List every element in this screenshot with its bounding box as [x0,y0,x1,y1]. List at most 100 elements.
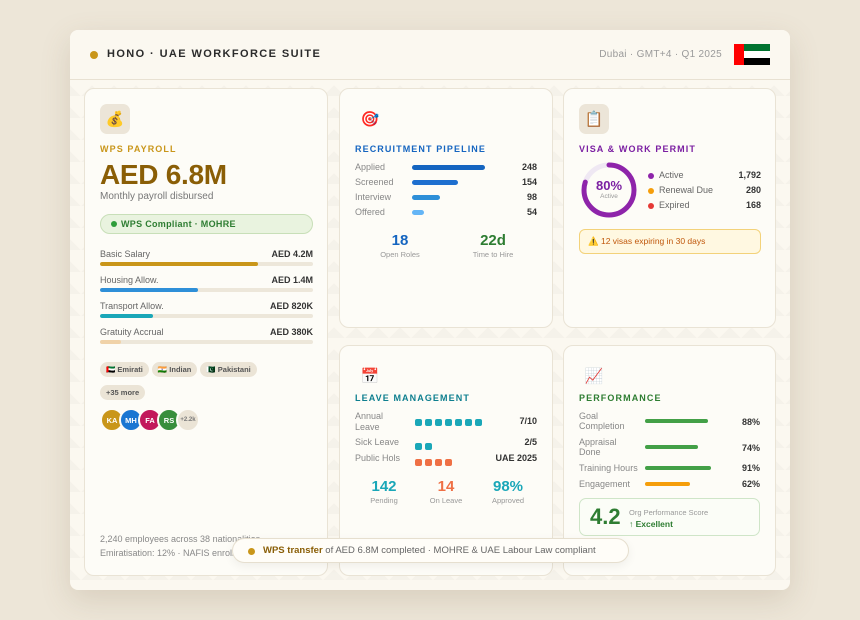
legend-label: Expired [659,200,690,210]
target-icon: 🎯 [360,111,380,128]
score-grade: ↑ Excellent [629,519,673,529]
open-roles-value: 18 [391,232,409,249]
leave-balance-value: 7/10 [519,416,537,426]
brand-dot [90,51,98,59]
leave-dots [415,437,435,455]
performance-card[interactable]: 📈 PERFORMANCE Goal Completion 88% Apprai… [563,345,776,576]
visa-expiry-alert[interactable]: ⚠️ 12 visas expiring in 30 days [579,229,761,254]
performance-metric-bar [645,482,690,486]
recruitment-pipeline-card[interactable]: 🎯 RECRUITMENT PIPELINE Applied 248 Scree… [339,88,553,328]
payroll-row-label: Transport Allow. [100,301,164,311]
pipeline-stage-value: 54 [526,207,537,217]
pending-leave-label: Pending [370,496,398,505]
pipeline-stage-value: 98 [526,192,537,202]
pipeline-stage-row: Applied 248 [355,162,537,174]
payroll-row-bar [100,314,154,318]
on-leave-stat: 14 On Leave [402,478,490,505]
pipeline-stage-bar [412,165,485,170]
leave-balance-value: UAE 2025 [495,453,537,463]
score-value: 4.2 [590,504,621,529]
performance-metric-value: 62% [741,479,760,489]
leave-day-dot [425,459,432,466]
approved-leave-value: 98% [492,478,524,495]
dashboard-frame: HONO · UAE WORKFORCE SUITE Dubai · GMT+4… [70,30,790,590]
wps-payroll-card[interactable]: 💰 WPS PAYROLL AED 6.8M Monthly payroll d… [84,88,328,576]
clipboard-icon: 📋 [579,104,609,134]
more-nationalities-chip[interactable]: +35 more [100,385,146,400]
leave-day-dot [475,419,482,426]
employee-count-text: 2,240 employees across 38 nationalities [100,534,261,544]
nationality-chip[interactable]: 🇮🇳 Indian [151,362,198,377]
performance-metric-value: 91% [741,463,760,473]
pipeline-stage-label: Applied [355,162,386,172]
visa-active-percent: 80% [595,178,623,193]
pipeline-stage-label: Screened [355,177,394,187]
pipeline-stage-value: 248 [521,162,537,172]
score-caption: Org Performance Score [629,508,709,517]
performance-metric-value: 74% [741,443,760,453]
nationality-chips: 🇦🇪 Emirati 🇮🇳 Indian 🇵🇰 Pakistani +35 more [100,359,320,405]
avatar-overflow[interactable]: +2.2k [176,408,200,432]
approved-leave-stat: 98% Approved [464,478,552,505]
payroll-title: WPS PAYROLL [100,144,177,154]
time-to-hire-value: 22d [480,232,506,249]
toast-text: of AED 6.8M completed · MOHRE & UAE Labo… [322,545,596,556]
pipeline-stage-label: Interview [355,192,392,202]
leave-day-dot [415,419,422,426]
visa-title: VISA & WORK PERMIT [579,144,696,154]
leave-day-dot [455,419,462,426]
on-leave-value: 14 [437,478,455,495]
pipeline-stage-row: Offered 54 [355,207,537,219]
payroll-row-value: AED 1.4M [271,275,313,285]
pipeline-stage-bar [412,180,459,185]
emiratisation-text: Emiratisation: 12% · NAFIS enrolled [100,548,245,558]
time-to-hire-label: Time to Hire [472,250,514,259]
recruitment-title: RECRUITMENT PIPELINE [355,144,487,154]
calendar-icon: 📅 [360,368,380,385]
leave-day-dot [435,459,442,466]
performance-metric-bar [645,445,699,449]
leave-dots [415,453,455,471]
legend-value: 1,792 [738,170,761,180]
pipeline-stage-row: Screened 154 [355,177,537,189]
visa-active-arc [581,162,637,218]
leave-day-dot [435,419,442,426]
pipeline-stage-value: 154 [521,177,537,187]
money-bag-icon: 💰 [100,104,130,134]
leave-management-card[interactable]: 📅 LEAVE MANAGEMENT Annual Leave 7/10 Sic… [339,345,553,576]
leave-day-dot [415,443,422,450]
leave-day-dot [425,419,432,426]
visa-permit-card[interactable]: 📋 VISA & WORK PERMIT 80% Active Active 1… [563,88,776,328]
pipeline-stage-label: Offered [355,207,385,217]
payroll-row-label: Housing Allow. [100,275,159,285]
location-meta: Dubai · GMT+4 · Q1 2025 [599,49,722,60]
nationality-chip[interactable]: 🇵🇰 Pakistani [200,362,257,377]
leave-type-label: Sick Leave [355,437,400,447]
open-roles-stat: 18 Open Roles [355,232,445,259]
app-header: HONO · UAE WORKFORCE SUITE Dubai · GMT+4… [70,30,790,80]
performance-metric-label: Engagement [579,479,631,489]
uae-flag-icon [734,44,770,65]
wps-transfer-toast[interactable]: WPS transfer of AED 6.8M completed · MOH… [232,538,629,563]
approved-leave-label: Approved [491,496,525,505]
payroll-row-value: AED 380K [269,327,313,337]
legend-value: 168 [745,200,761,210]
pipeline-stage-row: Interview 98 [355,192,537,204]
visa-legend-item: Renewal Due 280 [648,185,761,197]
payroll-subtitle: Monthly payroll disbursed [100,191,214,202]
leave-balance-value: 2/5 [524,437,537,447]
legend-label: Renewal Due [659,185,714,195]
leave-day-dot [445,459,452,466]
leave-day-dot [465,419,472,426]
nationality-chip[interactable]: 🇦🇪 Emirati [100,362,149,377]
open-roles-label: Open Roles [380,250,420,259]
visa-legend-item: Expired 168 [648,200,761,212]
performance-metric-label: Appraisal Done [579,437,617,457]
visa-legend-item: Active 1,792 [648,170,761,182]
pipeline-stage-bar [412,210,425,215]
org-performance-score[interactable]: 4.2 Org Performance Score ↑ Excellent [579,498,760,536]
performance-title: PERFORMANCE [579,393,662,403]
leave-dots [415,413,485,431]
payroll-row-bar [100,262,258,266]
wps-compliance-badge: WPS Compliant · MOHRE [100,214,313,234]
